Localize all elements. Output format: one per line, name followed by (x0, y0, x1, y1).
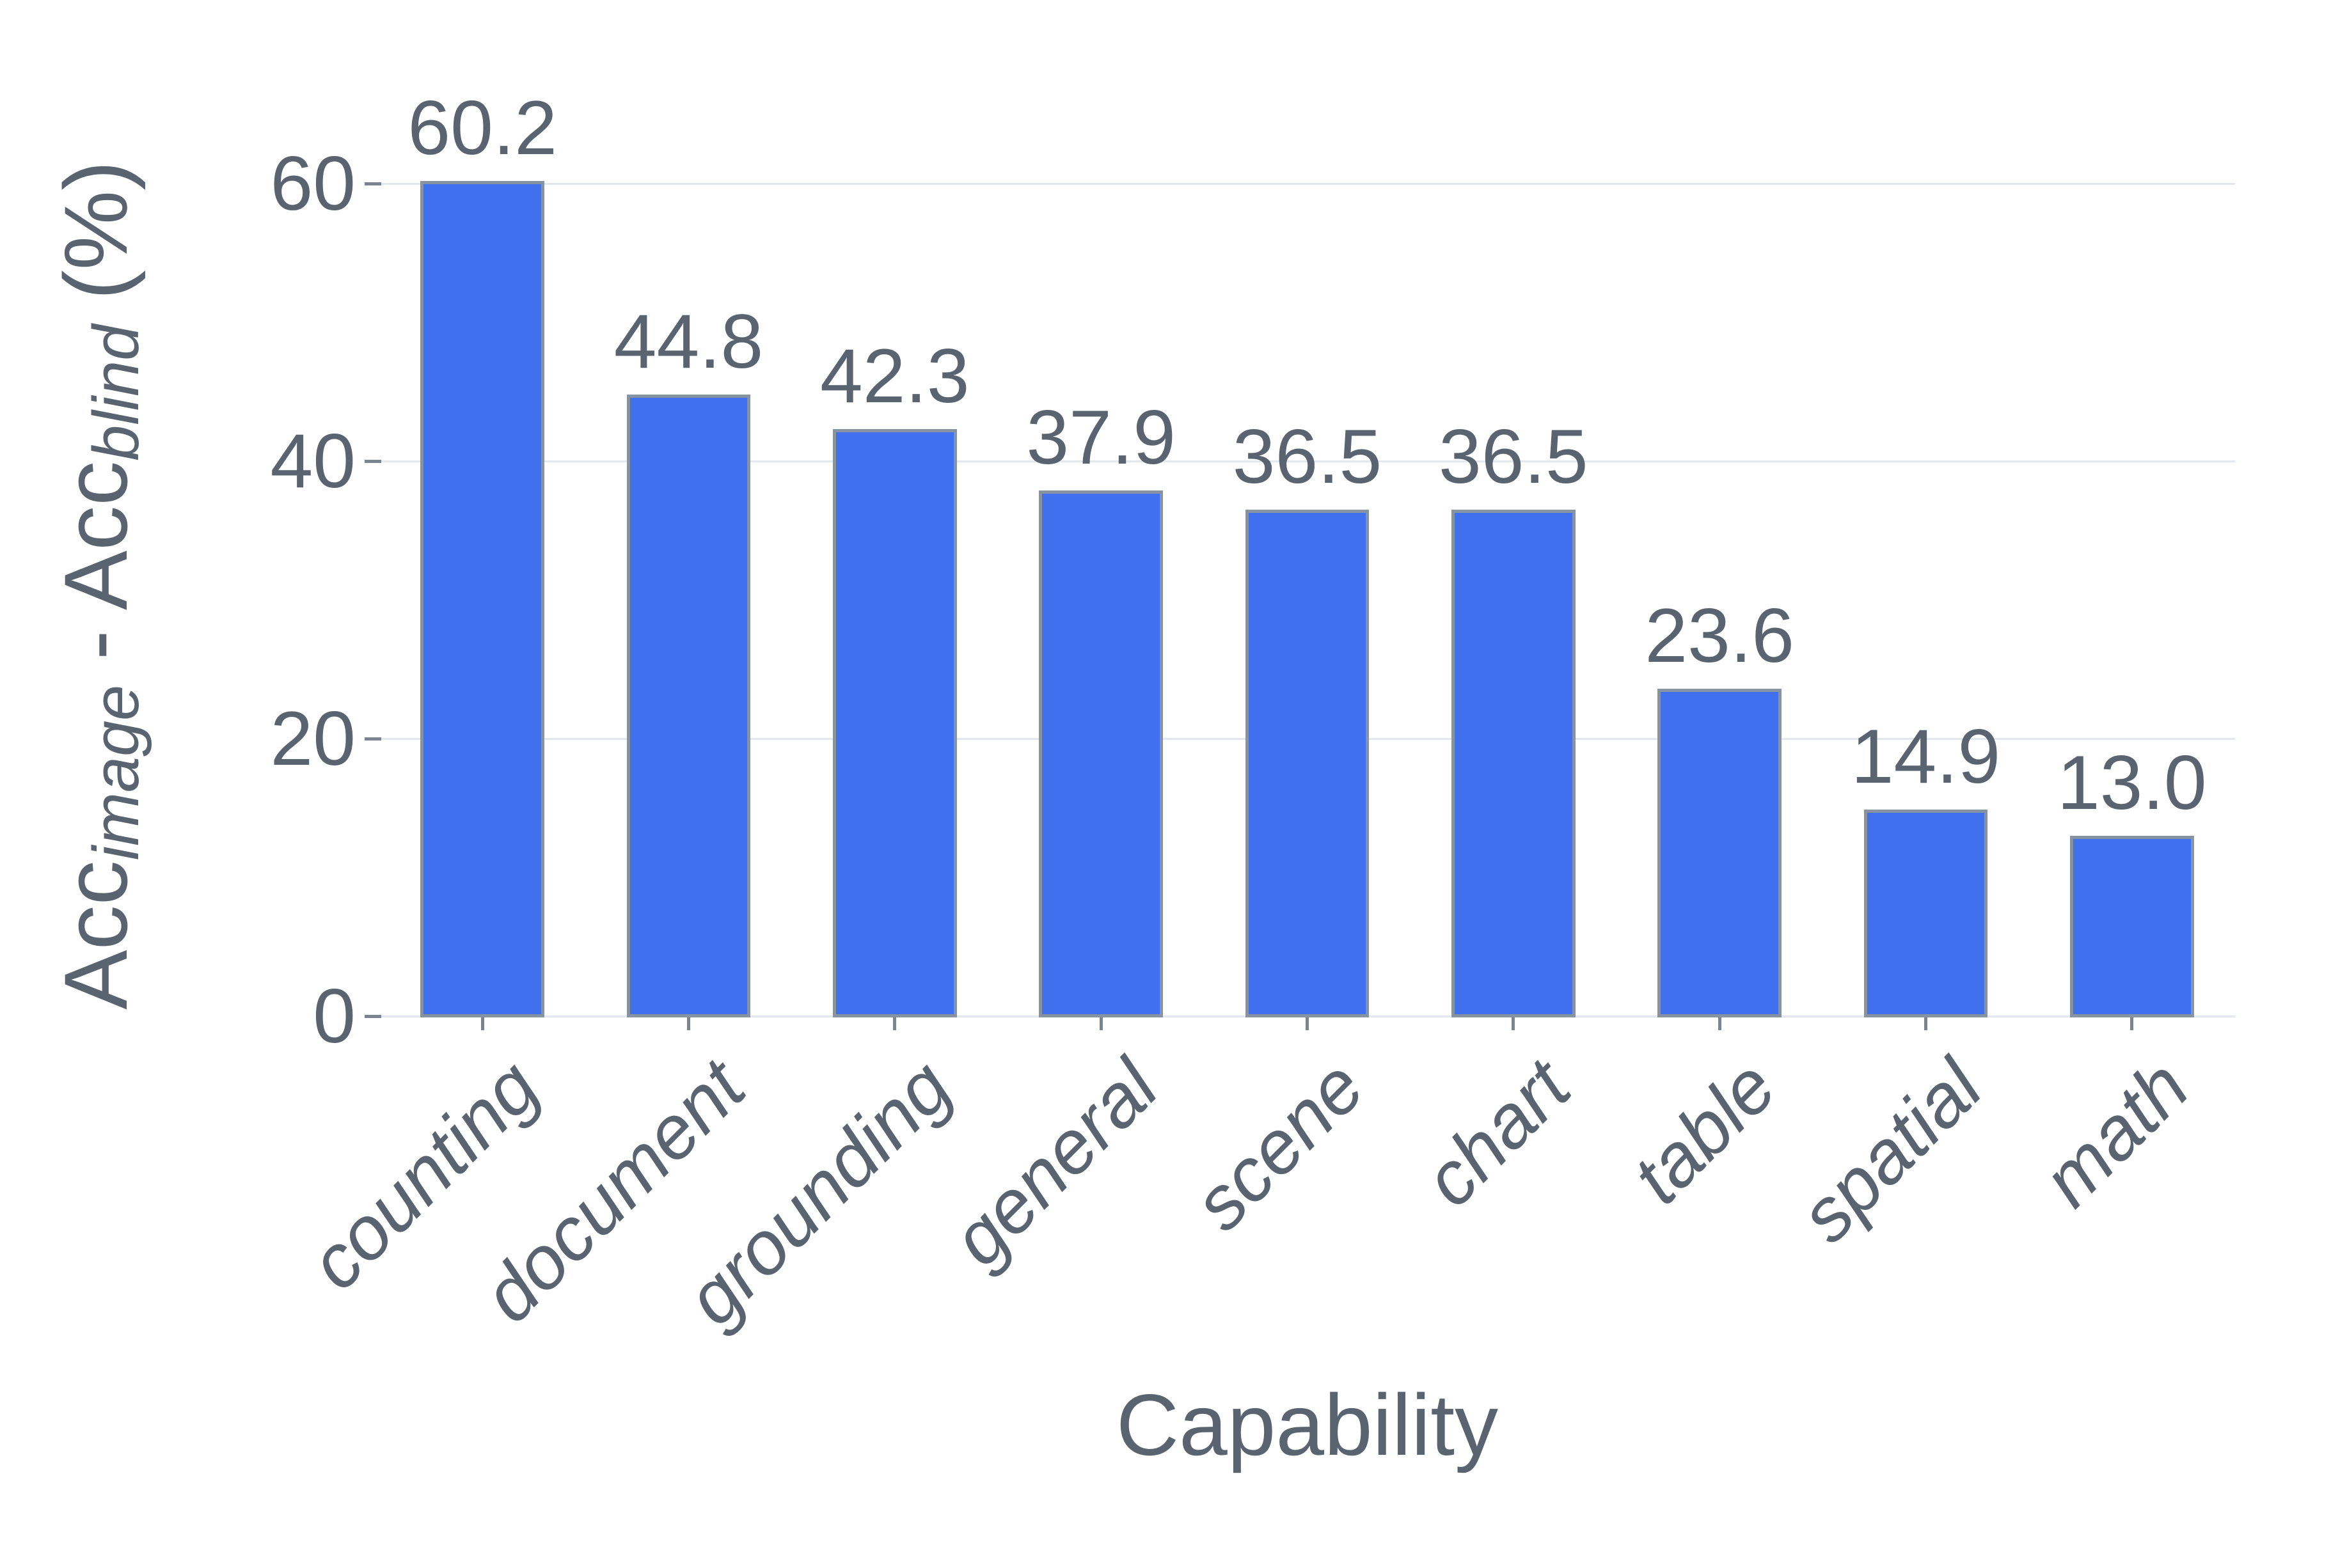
x-tick-mark (687, 1017, 690, 1030)
x-tick-mark (1512, 1017, 1515, 1030)
bar-value-label: 13.0 (2057, 739, 2207, 826)
x-tick-mark (1924, 1017, 1927, 1030)
grid-line (379, 460, 2235, 462)
x-tick-mark (893, 1017, 897, 1030)
y-tick-mark (365, 182, 381, 185)
y-tick-mark (365, 1014, 381, 1018)
y-tick-label: 60 (270, 141, 356, 226)
bar-spatial (1863, 809, 1988, 1017)
y-axis-title-acc-image: Acc (45, 860, 146, 1010)
y-axis-title-percent-suffix: (%) (45, 161, 146, 325)
x-category-label: table (1616, 1044, 1792, 1220)
bar-value-label: 60.2 (407, 84, 557, 171)
bar-value-label: 14.9 (1851, 713, 2001, 799)
y-tick-label: 20 (270, 696, 356, 781)
y-axis-title-minus: - (45, 610, 146, 685)
bar-counting (420, 180, 544, 1017)
y-tick-mark (365, 459, 381, 463)
bar-document (626, 394, 751, 1017)
x-tick-mark (2130, 1017, 2134, 1030)
bar-value-label: 36.5 (1439, 413, 1588, 499)
y-tick-mark (365, 737, 381, 741)
bar-value-label: 37.9 (1026, 394, 1176, 480)
bar-math (2070, 835, 2194, 1017)
x-category-label: scene (1177, 1044, 1380, 1247)
bar-scene (1245, 509, 1370, 1017)
y-tick-label: 0 (313, 973, 356, 1059)
x-category-label: spatial (1784, 1044, 1998, 1258)
y-axis-title-subscript-blind: blind (81, 324, 153, 461)
x-category-label: general (935, 1044, 1174, 1282)
y-axis-title: Accimage - Accblind (%) (45, 74, 152, 1097)
y-axis-title-acc-blind: Acc (45, 460, 146, 611)
bar-value-label: 23.6 (1645, 592, 1794, 678)
x-tick-mark (1306, 1017, 1309, 1030)
y-tick-label: 40 (270, 418, 356, 504)
bar-grounding (833, 429, 957, 1017)
x-category-label: chart (1407, 1044, 1586, 1223)
x-tick-mark (1718, 1017, 1721, 1030)
y-axis-title-subscript-image: image (81, 684, 153, 861)
bar-value-label: 36.5 (1232, 413, 1382, 499)
bar-chart (1451, 509, 1576, 1017)
grid-line (379, 182, 2235, 185)
bar-value-label: 42.3 (820, 333, 970, 419)
bar-general (1039, 490, 1163, 1017)
bar-table (1657, 688, 1782, 1017)
bar-value-label: 44.8 (613, 298, 764, 384)
x-tick-mark (480, 1017, 484, 1030)
x-category-label: math (2026, 1044, 2205, 1223)
x-axis-title: Capability (1116, 1376, 1499, 1473)
x-tick-mark (1099, 1017, 1103, 1030)
